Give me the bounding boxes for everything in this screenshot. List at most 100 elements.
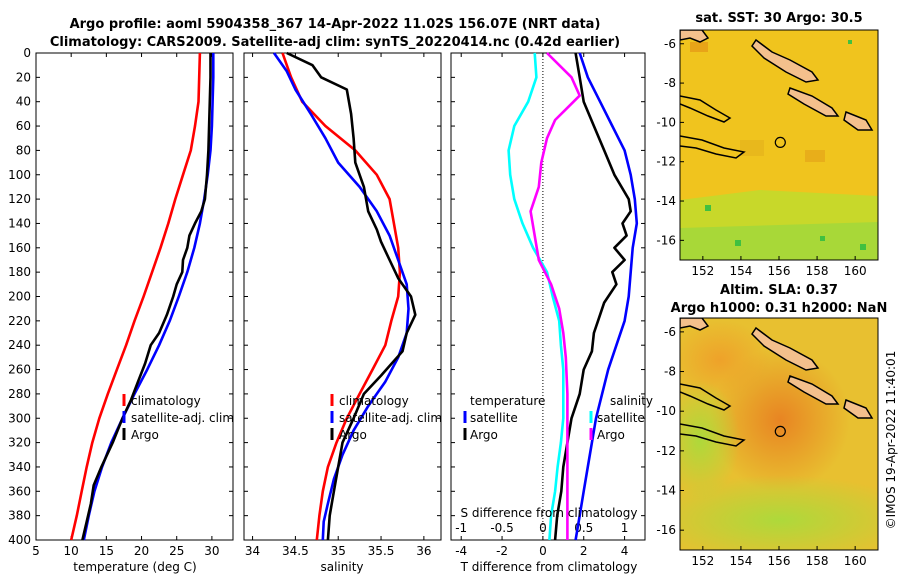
legend-label-S-satellite: satellite <box>597 411 645 425</box>
sst-warm-patch <box>805 150 825 162</box>
y-tick-label: 40 <box>16 95 31 109</box>
land-bougainville <box>751 326 820 371</box>
temperature-legend: climatology satellite-adj. clim Argo <box>122 394 234 442</box>
series-line-s-satellite <box>507 52 565 541</box>
x-tick-label: 2 <box>580 544 588 558</box>
map-y-tick-label: -6 <box>664 37 676 51</box>
map-y-tick-label: -12 <box>656 155 676 169</box>
map-x-tick-label: 154 <box>729 264 752 278</box>
sla-coastlines <box>680 318 874 447</box>
x-tick-label: -2 <box>496 544 508 558</box>
sst-cloud-pixel <box>848 40 852 44</box>
series-line-s-argo <box>529 52 582 540</box>
x-tick-label: 4 <box>621 544 629 558</box>
map-x-tick-label: 160 <box>844 264 867 278</box>
coast-reef <box>680 383 732 411</box>
coast-reef <box>680 423 746 447</box>
legend-label-argo: Argo <box>339 428 367 442</box>
temperature-axes-frame <box>35 52 234 541</box>
coast-reef <box>680 135 746 159</box>
x-tick-label: 10 <box>64 544 79 558</box>
series-line-satellite-adj-clim <box>272 52 410 541</box>
sst-cloud-pixel <box>735 240 741 246</box>
map-y-tick-label: -16 <box>656 233 676 247</box>
map-x-tick-label: 156 <box>768 554 791 568</box>
map-y-tick-label: -14 <box>656 194 676 208</box>
temperature-panel: 5 10 15 20 25 3002040608010012014016018020022… <box>8 46 234 558</box>
legend-label-climatology: climatology <box>339 394 409 408</box>
series-line-t-satellite <box>574 52 639 541</box>
salinity-legend: climatology satellite-adj. clim Argo <box>330 394 442 442</box>
y-tick-label: 160 <box>8 241 31 255</box>
coast-reef <box>680 95 732 123</box>
y-tick-label: 120 <box>8 192 31 206</box>
map-x-tick-label: 156 <box>768 264 791 278</box>
y-tick-label: 0 <box>23 46 31 60</box>
difference-top-xlabel: S difference from climatology <box>461 506 638 520</box>
map-x-tick-label: 158 <box>806 264 829 278</box>
sst-cloud-pixel <box>705 205 711 211</box>
argo-float-marker <box>774 136 786 148</box>
y-tick-label: 280 <box>8 387 31 401</box>
map-x-tick-label: 160 <box>844 554 867 568</box>
map-y-tick-label: -6 <box>664 325 676 339</box>
map-x-tick-label: 154 <box>729 554 752 568</box>
legend-label-satellite: satellite-adj. clim <box>131 411 234 425</box>
land-bougainville <box>751 38 820 83</box>
y-tick-label: 100 <box>8 168 31 182</box>
y-tick-label: 240 <box>8 338 31 352</box>
x-tick-label: 5 <box>32 544 40 558</box>
y-tick-label: 340 <box>8 460 31 474</box>
legend-label-T-argo: Argo <box>470 428 498 442</box>
sst-map-panel: sat. SST: 30 Argo: 30.5 <box>679 11 879 261</box>
x-tick-label: 34 <box>245 544 260 558</box>
land-solomon-islands <box>787 87 840 117</box>
x-tick-label: 36 <box>416 544 431 558</box>
difference-axes-frame <box>450 52 646 541</box>
map-y-tick-label: -12 <box>656 444 676 458</box>
sst-cloud-pixel <box>820 236 825 241</box>
x-tick-label: 35 <box>331 544 346 558</box>
map-x-tick-label: 158 <box>806 554 829 568</box>
legend-label-T-satellite: satellite <box>470 411 518 425</box>
y-tick-label: 260 <box>8 363 31 377</box>
credit-text: ©IMOS 19-Apr-2022 11:40:01 <box>884 351 898 530</box>
land-solomon-islands <box>843 110 874 131</box>
x-tick-label: 35.5 <box>368 544 395 558</box>
x-tick-label: 30 <box>204 544 219 558</box>
sla-high-anomaly <box>680 320 770 400</box>
map-y-tick-label: -8 <box>664 365 676 379</box>
y-tick-label: 20 <box>16 70 31 84</box>
series-line-argo <box>81 53 212 541</box>
difference-legend: temperature satellite Argo salinity sate… <box>463 394 653 442</box>
x2-tick-label: -1 <box>455 521 467 535</box>
y-tick-label: 180 <box>8 265 31 279</box>
x-tick-label: 15 <box>99 544 114 558</box>
map-y-tick-label: -8 <box>664 76 676 90</box>
sst-warm-patch <box>690 42 708 52</box>
sst-map-title: sat. SST: 30 Argo: 30.5 <box>695 11 862 26</box>
temperature-xlabel: temperature (deg C) <box>73 560 196 574</box>
difference-panel: -4 -2 0 2 4-1 -0.5 0 0.5 1 <box>450 52 646 558</box>
y-tick-label: 200 <box>8 290 31 304</box>
x2-tick-label: 1 <box>621 521 629 535</box>
legend-label-argo: Argo <box>131 428 159 442</box>
sst-cloud-pixel <box>860 244 866 250</box>
argo-float-marker <box>774 425 786 437</box>
x-tick-label: 25 <box>169 544 184 558</box>
legend-label-S-argo: Argo <box>597 428 625 442</box>
land-solomon-islands <box>843 398 874 419</box>
series-line-climatology <box>69 52 202 541</box>
sst-coastlines <box>680 30 874 159</box>
map-y-tick-label: -16 <box>656 523 676 537</box>
salinity-panel: 34 34.5 35 35.5 36 <box>243 51 442 558</box>
map-y-tick-label: -10 <box>656 404 676 418</box>
y-tick-label: 220 <box>8 314 31 328</box>
x-tick-label: -4 <box>455 544 467 558</box>
x2-tick-label: -0.5 <box>490 521 513 535</box>
series-line-argo <box>286 51 417 541</box>
legend-label-satellite: satellite-adj. clim <box>339 411 442 425</box>
header-line-1: Argo profile: aoml 5904358_367 14-Apr-20… <box>70 17 601 32</box>
y-tick-label: 320 <box>8 436 31 450</box>
